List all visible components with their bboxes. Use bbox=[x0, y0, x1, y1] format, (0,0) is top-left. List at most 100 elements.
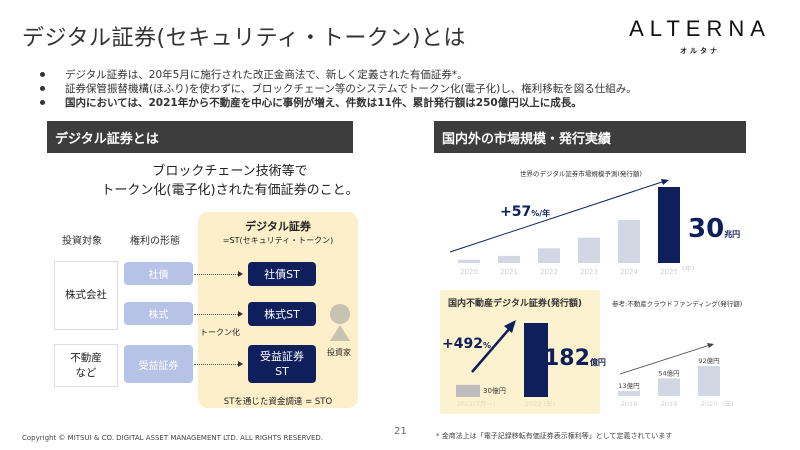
logo-kana: オルタナ bbox=[680, 47, 720, 55]
tick-label: 2024 bbox=[620, 268, 638, 276]
chart-title-domestic: 国内不動産デジタル証券(発行額) bbox=[448, 299, 583, 309]
footnote: * 金商法上は「電子記録移転有価証券表示権利等」として定義されています bbox=[436, 432, 673, 440]
chart-crowdfunding: 13億円 2018 54億円 2019 92億円 2020 (年) bbox=[618, 343, 734, 408]
entity-realestate: 不動産 など bbox=[54, 344, 118, 387]
tick-label: 2021 bbox=[500, 268, 518, 276]
growth-unit: %/年 bbox=[531, 209, 551, 218]
token-beneficiary-st: 受益証券 ST bbox=[248, 345, 316, 383]
tick-label: 2022 (年) bbox=[525, 399, 555, 408]
bullet-list: デジタル証券は、20年5月に施行された改正金商法で、新しく定義された有価証券*。… bbox=[40, 67, 800, 109]
bullet-dot-icon bbox=[40, 71, 45, 77]
arrow-right-icon bbox=[238, 361, 243, 367]
bullet-item: 国内においては、2021年から不動産を中心に事例が増え、件数は11件、累計発行額… bbox=[40, 95, 800, 109]
growth-rate-global: +57%/年 bbox=[500, 201, 550, 220]
entity-realestate-line: 不動産 bbox=[70, 351, 102, 364]
bullet-item: デジタル証券は、20年5月に施行された改正金商法で、新しく定義された有価証券*。 bbox=[40, 67, 800, 81]
rights-beneficiary: 受益証券 bbox=[124, 345, 193, 383]
rights-stock: 株式 bbox=[124, 302, 193, 325]
copyright: Copyright © MITSUI & CO. DIGITAL ASSET M… bbox=[22, 434, 323, 442]
bar-2019 bbox=[658, 378, 680, 396]
chart-title-global: 世界のデジタル証券市場規模予測(発行額) bbox=[520, 170, 642, 178]
tick-label: 2019 bbox=[661, 400, 678, 408]
trend-arrow-line bbox=[619, 344, 711, 375]
investor-label: 投資家 bbox=[327, 348, 351, 357]
tick-label: 2020 bbox=[701, 400, 718, 408]
tokenize-label: トークン化 bbox=[200, 328, 240, 337]
investor-head-icon bbox=[330, 304, 350, 324]
bar-2025 bbox=[658, 187, 680, 263]
rights-bond: 社債 bbox=[124, 262, 193, 285]
growth-value: +492 bbox=[442, 336, 483, 352]
bullet-text: デジタル証券は、20年5月に施行された改正金商法で、新しく定義された有価証券*。 bbox=[65, 68, 468, 81]
st-subtitle: =ST(セキュリティ・トークン) bbox=[222, 236, 334, 245]
trend-arrow-line bbox=[449, 180, 666, 253]
tick-label: 2021(7月～) bbox=[457, 400, 496, 408]
logo-wordmark: ALTERNA bbox=[629, 16, 771, 41]
bar-2021(7月～) bbox=[456, 384, 480, 397]
bar-2022 bbox=[538, 248, 560, 263]
tokenize-arrow-line bbox=[194, 274, 238, 275]
lead-line: トークン化(電子化)された有価証券のこと。 bbox=[101, 183, 359, 198]
highlight-unit: 億円 bbox=[589, 358, 606, 367]
trend-arrowhead-icon bbox=[707, 343, 714, 348]
token-line: ST bbox=[275, 365, 289, 378]
bar-2021 bbox=[498, 255, 520, 263]
lead-line: ブロックチェーン技術等で bbox=[152, 164, 308, 179]
column-header-investment: 投資対象 bbox=[62, 236, 102, 247]
growth-unit: % bbox=[482, 341, 491, 350]
chart-title-crowdfunding: 参考:不動産クラウドファンディング(発行額) bbox=[612, 300, 743, 308]
highlight-global: 30兆円 bbox=[688, 214, 740, 244]
page-title: デジタル証券(セキュリティ・トークン)とは bbox=[22, 26, 466, 51]
bar-2020 bbox=[458, 259, 480, 263]
bar-2020 bbox=[698, 366, 720, 396]
bar-2018 bbox=[618, 391, 640, 396]
token-line: 受益証券 bbox=[260, 350, 304, 363]
bar-2022 bbox=[524, 323, 548, 397]
sto-label: STを通じた資金調達 = STO bbox=[223, 397, 333, 407]
bullet-dot-icon bbox=[40, 85, 45, 91]
data-label: 54億円 bbox=[658, 368, 679, 377]
axis-unit-label: (年) bbox=[682, 265, 695, 273]
trend-arrowhead-icon bbox=[661, 179, 669, 185]
highlight-value: 182 bbox=[544, 346, 590, 371]
highlight-domestic: 182億円 bbox=[544, 346, 606, 371]
tick-label: 2022 bbox=[540, 268, 558, 276]
column-header-rights: 権利の形態 bbox=[130, 236, 180, 247]
data-label: 92億円 bbox=[698, 356, 719, 365]
entity-realestate-line: など bbox=[75, 366, 97, 379]
chart-domestic: 2021(7月～) 2022 (年) bbox=[456, 320, 555, 408]
tokenize-arrow-line bbox=[194, 364, 238, 365]
tick-label: 2020 bbox=[460, 268, 478, 276]
trend-arrowhead-icon bbox=[504, 320, 516, 333]
trend-arrow-line bbox=[471, 327, 511, 373]
alterna-logo: ALTERNA オルタナ bbox=[610, 16, 790, 56]
token-stock-st: 株式ST bbox=[248, 302, 316, 326]
bar-2024 bbox=[618, 219, 640, 263]
growth-rate-domestic: +492% bbox=[442, 333, 491, 352]
growth-value: +57 bbox=[500, 204, 532, 220]
bullet-dot-icon bbox=[40, 99, 45, 105]
highlight-value: 30 bbox=[688, 214, 725, 244]
tokenize-arrow-line bbox=[194, 314, 238, 315]
page-number: 21 bbox=[394, 426, 407, 437]
section-header-left: デジタル証券とは bbox=[47, 121, 353, 153]
definition-lead: ブロックチェーン技術等で トークン化(電子化)された有価証券のこと。 bbox=[40, 162, 420, 200]
arrow-right-icon bbox=[238, 271, 243, 277]
token-bond-st: 社債ST bbox=[248, 262, 316, 286]
tick-label: 2018 bbox=[621, 400, 638, 408]
highlight-unit: 兆円 bbox=[724, 230, 741, 239]
arrow-right-icon bbox=[238, 311, 243, 317]
bullet-item: 証券保管振替機構(ほふり)を使わずに、ブロックチェーン等のシステムでトークン化(… bbox=[40, 81, 800, 95]
data-label: 13億円 bbox=[618, 381, 639, 390]
investor-body-icon bbox=[330, 325, 350, 341]
entity-company: 株式会社 bbox=[54, 261, 118, 330]
bullet-text: 国内においては、2021年から不動産を中心に事例が増え、件数は11件、累計発行額… bbox=[65, 96, 582, 109]
bullet-text: 証券保管振替機構(ほふり)を使わずに、ブロックチェーン等のシステムでトークン化(… bbox=[65, 82, 637, 95]
axis-unit-label: (年) bbox=[722, 399, 734, 408]
section-header-right: 国内外の市場規模・発行実績 bbox=[434, 121, 746, 153]
tick-label: 2025 bbox=[660, 268, 678, 276]
value-label-2021: 30億円 bbox=[483, 387, 506, 395]
tick-label: 2023 bbox=[580, 268, 598, 276]
bar-2023 bbox=[578, 237, 600, 263]
chart-global-market: 2020 2021 2022 2023 2024 2025 bbox=[449, 179, 680, 276]
